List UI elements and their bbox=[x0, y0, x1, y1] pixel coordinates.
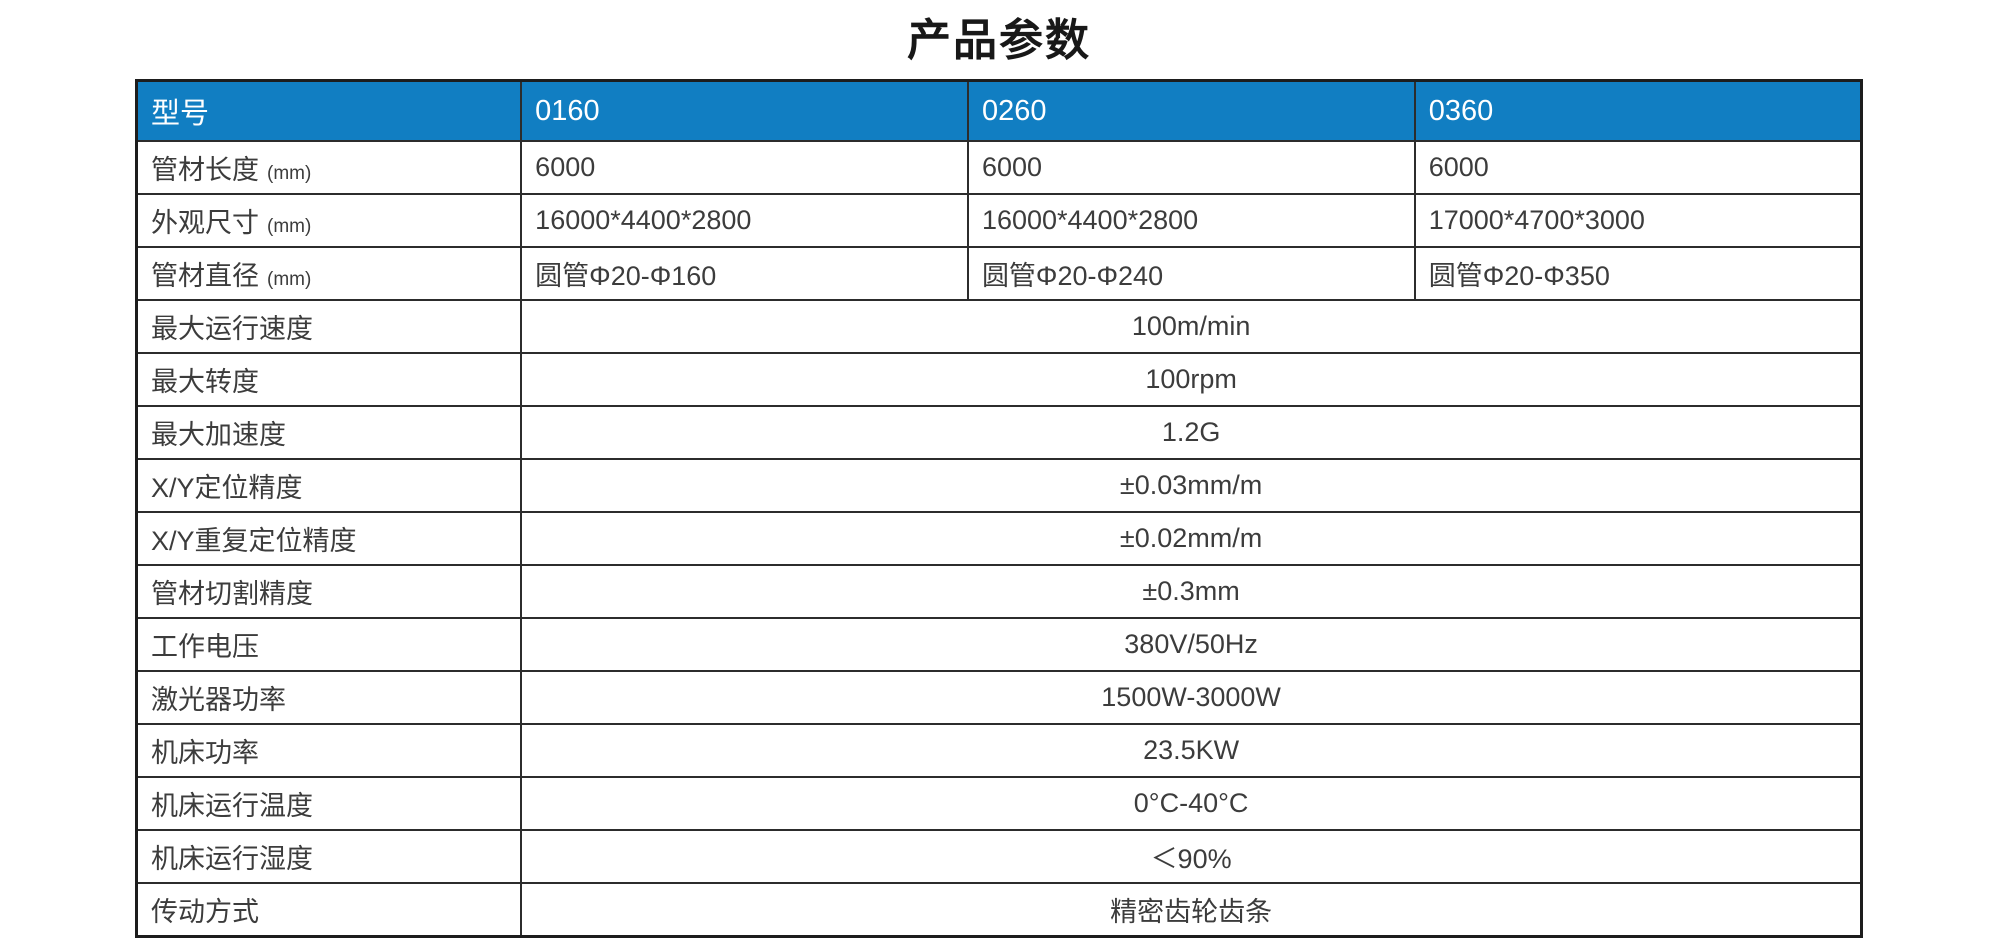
table-row: 工作电压 380V/50Hz bbox=[135, 617, 1863, 672]
param-value-cell: 1.2G bbox=[520, 405, 1863, 460]
spec-label-cell: 外观尺寸 (mm) bbox=[135, 193, 523, 248]
spec-value-cell: 17000*4700*3000 bbox=[1413, 193, 1863, 248]
page-title: 产品参数 bbox=[907, 16, 1091, 65]
table-row: 最大加速度 1.2G bbox=[135, 405, 1863, 460]
spec-value-cell: 16000*4400*2800 bbox=[966, 193, 1416, 248]
param-value-cell: ±0.3mm bbox=[520, 564, 1863, 619]
spec-value-cell: 6000 bbox=[1413, 140, 1863, 195]
param-value-cell: 100rpm bbox=[520, 352, 1863, 407]
spec-table-container: 型号 0160 0260 0360 管材长度 (mm) 6000 6000 600… bbox=[135, 79, 1863, 938]
spec-unit: (mm) bbox=[267, 163, 312, 184]
header-cell-model-1: 0260 bbox=[966, 79, 1416, 142]
table-row: X/Y重复定位精度 ±0.02mm/m bbox=[135, 511, 1863, 566]
param-value-cell: 精密齿轮齿条 bbox=[520, 882, 1863, 938]
table-row: 最大转度 100rpm bbox=[135, 352, 1863, 407]
param-label-cell: 最大运行速度 bbox=[135, 299, 523, 354]
table-row: 激光器功率 1500W-3000W bbox=[135, 670, 1863, 725]
param-label-cell: 工作电压 bbox=[135, 617, 523, 672]
spec-value-cell: 6000 bbox=[520, 140, 969, 195]
param-label-cell: 最大加速度 bbox=[135, 405, 523, 460]
table-row: X/Y定位精度 ±0.03mm/m bbox=[135, 458, 1863, 513]
spec-value-cell: 16000*4400*2800 bbox=[520, 193, 969, 248]
header-cell-model-0: 0160 bbox=[520, 79, 969, 142]
param-label-cell: 机床功率 bbox=[135, 723, 523, 778]
param-value-cell: 0°C-40°C bbox=[520, 776, 1863, 831]
param-label-cell: 激光器功率 bbox=[135, 670, 523, 725]
spec-label: 管材直径 bbox=[151, 261, 259, 291]
param-label-cell: 机床运行湿度 bbox=[135, 829, 523, 884]
header-cell-model-label: 型号 bbox=[135, 79, 523, 142]
table-header-row: 型号 0160 0260 0360 bbox=[135, 79, 1863, 142]
table-row: 传动方式 精密齿轮齿条 bbox=[135, 882, 1863, 938]
spec-label: 管材长度 bbox=[151, 155, 259, 185]
spec-unit: (mm) bbox=[267, 216, 312, 237]
param-value-cell: 1500W-3000W bbox=[520, 670, 1863, 725]
param-label-cell: X/Y重复定位精度 bbox=[135, 511, 523, 566]
spec-unit: (mm) bbox=[267, 269, 312, 290]
header-cell-model-2: 0360 bbox=[1413, 79, 1863, 142]
table-row: 管材切割精度 ±0.3mm bbox=[135, 564, 1863, 619]
param-value-cell: 23.5KW bbox=[520, 723, 1863, 778]
param-label-cell: 最大转度 bbox=[135, 352, 523, 407]
param-value-cell: 380V/50Hz bbox=[520, 617, 1863, 672]
spec-value-cell: 圆管Φ20-Φ160 bbox=[520, 246, 969, 301]
spec-label-cell: 管材直径 (mm) bbox=[135, 246, 523, 301]
spec-value-cell: 圆管Φ20-Φ350 bbox=[1413, 246, 1863, 301]
table-row: 管材直径 (mm) 圆管Φ20-Φ160 圆管Φ20-Φ240 圆管Φ20-Φ35… bbox=[135, 246, 1863, 301]
param-label-cell: 机床运行温度 bbox=[135, 776, 523, 831]
spec-label: 外观尺寸 bbox=[151, 208, 259, 238]
table-row: 机床功率 23.5KW bbox=[135, 723, 1863, 778]
param-value-cell: ＜90% bbox=[520, 829, 1863, 884]
spec-value-cell: 6000 bbox=[966, 140, 1416, 195]
param-value-cell: ±0.03mm/m bbox=[520, 458, 1863, 513]
table-row: 机床运行温度 0°C-40°C bbox=[135, 776, 1863, 831]
param-label-cell: 传动方式 bbox=[135, 882, 523, 938]
table-row: 机床运行湿度 ＜90% bbox=[135, 829, 1863, 884]
spec-label-cell: 管材长度 (mm) bbox=[135, 140, 523, 195]
table-row: 最大运行速度 100m/min bbox=[135, 299, 1863, 354]
param-label-cell: X/Y定位精度 bbox=[135, 458, 523, 513]
product-spec-table: 型号 0160 0260 0360 管材长度 (mm) 6000 6000 600… bbox=[135, 79, 1863, 938]
param-label-cell: 管材切割精度 bbox=[135, 564, 523, 619]
param-value-cell: ±0.02mm/m bbox=[520, 511, 1863, 566]
param-value-cell: 100m/min bbox=[520, 299, 1863, 354]
table-row: 外观尺寸 (mm) 16000*4400*2800 16000*4400*2800… bbox=[135, 193, 1863, 248]
table-row: 管材长度 (mm) 6000 6000 6000 bbox=[135, 140, 1863, 195]
spec-value-cell: 圆管Φ20-Φ240 bbox=[966, 246, 1416, 301]
